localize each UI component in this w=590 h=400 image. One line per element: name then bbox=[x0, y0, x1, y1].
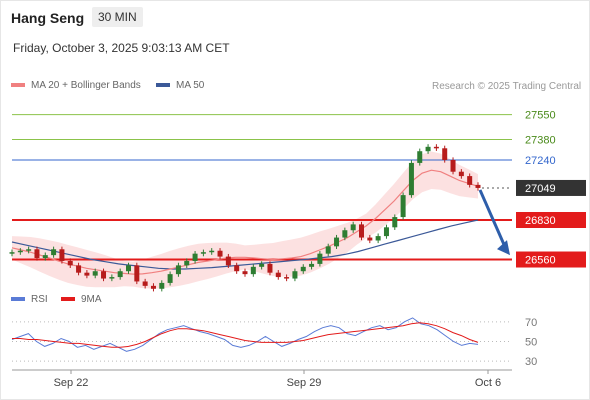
candle-body bbox=[150, 285, 156, 289]
candle-body bbox=[433, 146, 439, 149]
candle-body bbox=[184, 260, 190, 266]
ma20-line bbox=[11, 169, 479, 275]
x-tick-label: Sep 22 bbox=[54, 377, 89, 389]
rsi-swatch bbox=[11, 297, 25, 302]
candle-body bbox=[34, 249, 40, 259]
level-label-26560: 26560 bbox=[525, 255, 556, 267]
level-label-26830: 26830 bbox=[525, 215, 556, 227]
candle-body bbox=[450, 160, 456, 172]
level-box-26560 bbox=[516, 251, 586, 268]
legend-ma50: MA 50 bbox=[156, 80, 204, 91]
instrument-title: Hang Seng bbox=[11, 10, 85, 26]
candle-body bbox=[51, 249, 57, 256]
candle-body bbox=[234, 265, 240, 272]
candle-body bbox=[200, 252, 206, 254]
legend-ma20-label: MA 20 + Bollinger Bands bbox=[31, 80, 141, 91]
candle-body bbox=[92, 271, 98, 276]
candle-body bbox=[26, 249, 32, 251]
candle-body bbox=[117, 271, 123, 278]
candle-body bbox=[350, 224, 356, 231]
research-credit: Research © 2025 Trading Central bbox=[432, 81, 582, 92]
candle-body bbox=[217, 250, 223, 257]
candle-body bbox=[67, 260, 73, 266]
candle-body bbox=[325, 246, 331, 254]
candle-body bbox=[101, 271, 107, 279]
candle-body bbox=[126, 265, 131, 272]
legend-rsi-label: RSI bbox=[31, 294, 48, 305]
candle-body bbox=[442, 148, 448, 160]
candle-body bbox=[42, 255, 48, 259]
candle-body bbox=[142, 281, 148, 286]
level-label-27380: 27380 bbox=[525, 135, 556, 147]
candle-body bbox=[242, 271, 248, 275]
candle-body bbox=[417, 151, 423, 163]
candle-body bbox=[134, 265, 140, 282]
ma20-swatch bbox=[11, 83, 25, 88]
candle-body bbox=[284, 277, 290, 279]
rsi-ma-line bbox=[12, 322, 479, 348]
candle-body bbox=[392, 217, 398, 228]
rsi-tick-50: 50 bbox=[525, 336, 537, 348]
candle-body bbox=[400, 195, 406, 218]
level-label-27049: 27049 bbox=[525, 183, 556, 195]
chart-header: Hang Seng 30 MIN bbox=[0, 0, 590, 36]
x-tick-label: Sep 29 bbox=[287, 377, 322, 389]
candle-body bbox=[300, 266, 306, 272]
candle-body bbox=[59, 249, 65, 261]
candle-body bbox=[175, 265, 181, 275]
candle-body bbox=[159, 282, 165, 289]
legend-ma50-label: MA 50 bbox=[176, 80, 205, 91]
forecast-arrow-shaft bbox=[478, 189, 508, 250]
level-label-27550: 27550 bbox=[525, 110, 556, 122]
level-box-26830 bbox=[516, 212, 586, 228]
ma50-swatch bbox=[156, 83, 170, 88]
candle-body bbox=[209, 250, 215, 253]
candle-body bbox=[408, 162, 414, 196]
candle-body bbox=[250, 266, 256, 275]
rsi-line bbox=[11, 317, 479, 352]
candle-body bbox=[425, 146, 431, 152]
timeframe-badge[interactable]: 30 MIN bbox=[92, 7, 143, 27]
candle-body bbox=[342, 230, 348, 238]
candle-body bbox=[467, 176, 473, 185]
candle-body bbox=[9, 252, 15, 254]
candle-body bbox=[475, 184, 481, 188]
candle-body bbox=[192, 253, 198, 261]
candle-body bbox=[267, 263, 273, 273]
candle-body bbox=[367, 237, 373, 241]
legend-9ma: 9MA bbox=[61, 294, 102, 305]
candle-body bbox=[167, 274, 173, 283]
candle-body bbox=[225, 256, 231, 266]
forecast-arrow-head bbox=[497, 240, 510, 256]
candle-body bbox=[359, 224, 364, 238]
x-tick-label: Oct 6 bbox=[475, 377, 501, 389]
candle-body bbox=[375, 236, 381, 241]
legend-rsi: RSI bbox=[11, 294, 48, 305]
candle-body bbox=[458, 171, 464, 177]
ma50-line bbox=[11, 219, 479, 270]
candle-body bbox=[383, 227, 389, 237]
rsi-tick-70: 70 bbox=[525, 317, 537, 329]
candle-body bbox=[259, 263, 265, 267]
level-box-27049 bbox=[516, 179, 586, 196]
rsi-tick-30: 30 bbox=[525, 356, 537, 368]
candle-body bbox=[275, 272, 281, 278]
candle-body bbox=[109, 277, 115, 279]
level-label-27240: 27240 bbox=[525, 155, 556, 167]
candle-body bbox=[84, 272, 90, 276]
candle-body bbox=[17, 250, 23, 253]
chart-datetime: Friday, October 3, 2025 9:03:13 AM CET bbox=[13, 41, 230, 55]
legend-9ma-label: 9MA bbox=[81, 294, 102, 305]
candle-body bbox=[76, 265, 82, 273]
rsi-ma-swatch bbox=[61, 297, 75, 302]
legend-ma20: MA 20 + Bollinger Bands bbox=[11, 80, 141, 91]
candle-body bbox=[309, 263, 315, 267]
candle-body bbox=[334, 237, 340, 247]
candle-body bbox=[292, 271, 298, 279]
candle-body bbox=[317, 253, 323, 264]
